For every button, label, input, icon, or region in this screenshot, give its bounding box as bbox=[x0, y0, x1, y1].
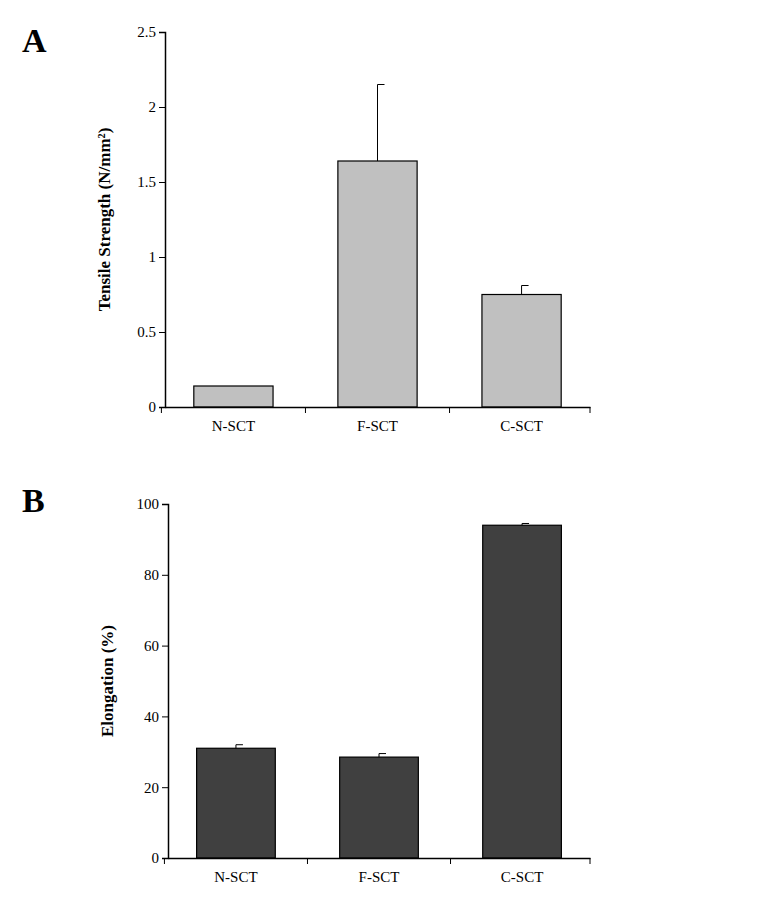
y-tick-mark bbox=[159, 107, 165, 108]
y-tick-label: 100 bbox=[137, 496, 160, 512]
y-tick-label: 1.5 bbox=[137, 174, 156, 190]
bar bbox=[483, 525, 562, 858]
y-tick-label: 2.5 bbox=[137, 24, 156, 40]
y-tick-mark bbox=[162, 646, 168, 647]
error-bar-stem bbox=[377, 85, 378, 162]
y-tick-mark bbox=[159, 332, 165, 333]
panel: 0 20 40 60 80 100 N-SCT F-SCT C-SCT Elongation (%… bbox=[22, 482, 591, 885]
y-tick-label: 40 bbox=[144, 709, 159, 725]
y-tick-mark bbox=[159, 182, 165, 183]
x-axis: N-SCT F-SCT C-SCT bbox=[166, 407, 591, 434]
x-tick: N-SCT bbox=[212, 407, 255, 434]
x-boundary-tick bbox=[305, 407, 306, 413]
y-tick-label: 60 bbox=[144, 638, 159, 654]
y-tick-label: 0.5 bbox=[137, 324, 156, 340]
y-tick: 100 bbox=[137, 496, 169, 512]
y-axis-line bbox=[162, 505, 169, 859]
y-axis: 0 0.5 1 1.5 2 2.5 bbox=[137, 24, 165, 415]
y-tick: 2 bbox=[149, 99, 166, 115]
plot-area bbox=[197, 523, 562, 858]
x-boundary-tick bbox=[307, 858, 308, 864]
bar bbox=[194, 386, 273, 407]
x-boundary-tick bbox=[449, 407, 450, 413]
error-bar bbox=[378, 85, 385, 162]
y-tick-mark bbox=[159, 32, 165, 33]
y-tick: 1 bbox=[149, 249, 166, 265]
y-tick-label: 80 bbox=[144, 567, 159, 583]
x-tick: F-SCT bbox=[359, 858, 400, 885]
error-bar-stem bbox=[521, 286, 522, 295]
bar bbox=[338, 161, 417, 407]
x-axis-line bbox=[166, 407, 591, 409]
x-tick-label: F-SCT bbox=[359, 869, 400, 885]
y-tick: 20 bbox=[144, 780, 168, 796]
error-bar-cap bbox=[522, 523, 529, 524]
y-tick: 40 bbox=[144, 709, 168, 725]
y-tick-mark bbox=[159, 257, 165, 258]
panel: 0 0.5 1 1.5 2 2.5 N-SCT F-SCT C-SCT Tensile Stren… bbox=[22, 22, 591, 434]
error-bar bbox=[236, 745, 243, 749]
x-tick: C-SCT bbox=[501, 858, 544, 885]
y-axis-title: Elongation (%) bbox=[98, 625, 117, 737]
panel-label: A bbox=[22, 22, 47, 59]
bar bbox=[482, 295, 561, 408]
error-bar-cap bbox=[236, 744, 243, 745]
error-bar bbox=[522, 523, 529, 525]
error-bar bbox=[379, 754, 386, 758]
y-tick-label: 20 bbox=[144, 780, 159, 796]
error-bar-cap bbox=[378, 84, 385, 85]
error-bar-cap bbox=[379, 753, 386, 754]
x-axis-line bbox=[169, 858, 591, 860]
x-tick-label: N-SCT bbox=[214, 869, 257, 885]
x-boundary-tick bbox=[161, 407, 162, 413]
error-bar-cap bbox=[522, 285, 529, 286]
y-tick-mark bbox=[162, 858, 168, 859]
error-bar-stem bbox=[235, 745, 236, 749]
y-axis-line bbox=[159, 33, 166, 408]
x-tick: C-SCT bbox=[500, 407, 543, 434]
panel-label: B bbox=[22, 482, 45, 519]
bar bbox=[340, 757, 419, 858]
x-tick-label: C-SCT bbox=[500, 418, 543, 434]
x-boundary-tick bbox=[450, 858, 451, 864]
y-tick-label: 0 bbox=[152, 850, 160, 866]
y-tick-label: 1 bbox=[149, 249, 157, 265]
y-tick-label: 0 bbox=[149, 399, 157, 415]
y-axis: 0 20 40 60 80 100 bbox=[137, 496, 169, 866]
x-boundary-tick bbox=[164, 858, 165, 864]
x-tick-label: N-SCT bbox=[212, 418, 255, 434]
y-axis-title: Tensile Strength (N/mm²) bbox=[95, 128, 114, 312]
y-tick: 0.5 bbox=[137, 324, 165, 340]
x-boundary-tick bbox=[590, 858, 591, 864]
figure: 0 0.5 1 1.5 2 2.5 N-SCT F-SCT C-SCT Tensile Stren… bbox=[0, 0, 775, 914]
y-tick: 0 bbox=[152, 850, 169, 866]
x-tick: N-SCT bbox=[214, 858, 257, 885]
error-bar-stem bbox=[379, 754, 380, 758]
x-tick: F-SCT bbox=[357, 407, 398, 434]
plot-area bbox=[194, 85, 561, 408]
y-tick-mark bbox=[162, 787, 168, 788]
x-tick-label: C-SCT bbox=[501, 869, 544, 885]
y-tick-mark bbox=[162, 716, 168, 717]
y-tick-label: 2 bbox=[149, 99, 157, 115]
y-tick: 0 bbox=[149, 399, 166, 415]
y-tick-mark bbox=[162, 504, 168, 505]
y-tick: 2.5 bbox=[137, 24, 165, 40]
bar bbox=[197, 748, 276, 858]
error-bar bbox=[522, 286, 529, 295]
x-boundary-tick bbox=[590, 407, 591, 413]
y-tick: 80 bbox=[144, 567, 168, 583]
x-tick-label: F-SCT bbox=[357, 418, 398, 434]
y-tick: 60 bbox=[144, 638, 168, 654]
y-tick: 1.5 bbox=[137, 174, 165, 190]
y-tick-mark bbox=[159, 407, 165, 408]
y-tick-mark bbox=[162, 575, 168, 576]
x-axis: N-SCT F-SCT C-SCT bbox=[169, 858, 591, 885]
